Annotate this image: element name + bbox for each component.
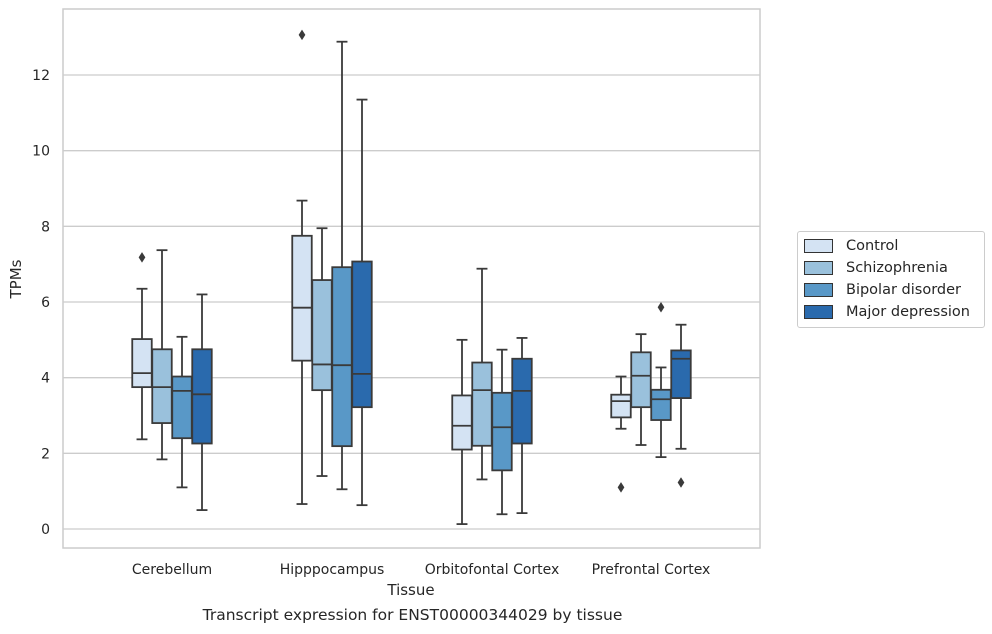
x-tick-label: Cerebellum: [132, 562, 212, 578]
box-iqr: [491, 391, 513, 472]
legend-item-bipolar-disorder: Bipolar disorder: [804, 280, 961, 300]
x-axis-label: Tissue: [386, 581, 434, 599]
x-tick-label: Prefrontal Cortex: [592, 562, 711, 578]
box-series: [131, 29, 692, 525]
legend-label-schizophrenia: Schizophrenia: [846, 260, 948, 276]
box-iqr: [511, 357, 533, 445]
y-tick-label: 2: [41, 446, 50, 462]
box-iqr: [650, 388, 672, 421]
y-axis-label: TPMs: [7, 259, 25, 299]
y-tick-label: 4: [41, 371, 50, 387]
y-tick-labels: 0 2 4 6 8 10 12: [32, 68, 50, 538]
legend-label-control: Control: [846, 238, 899, 254]
series-major-depression: [191, 98, 692, 515]
plot-frame: [62, 8, 761, 549]
box-iqr: [171, 375, 193, 440]
x-tick-labels: Cerebellum Hipppocampus Orbitofontal Corte…: [132, 562, 710, 578]
box-iqr: [670, 349, 692, 399]
legend-item-control: Control: [804, 236, 898, 256]
legend-swatch-major-depression: [804, 305, 833, 319]
outlier-point: [677, 477, 685, 488]
box-iqr: [291, 234, 313, 362]
series-bipolar-disorder: [171, 40, 672, 516]
outlier-point: [138, 252, 146, 263]
legend-label-major-depression: Major depression: [846, 304, 970, 320]
legend-item-schizophrenia: Schizophrenia: [804, 258, 948, 278]
y-tick-label: 8: [41, 219, 50, 235]
box-iqr: [151, 348, 173, 424]
outlier-point: [657, 302, 665, 313]
y-tick-label: 10: [32, 144, 50, 160]
legend: Control Schizophrenia Bipolar disorder M…: [797, 231, 985, 328]
box-iqr: [131, 338, 153, 389]
box-iqr: [451, 394, 473, 451]
grid-lines: [63, 74, 760, 530]
legend-swatch-schizophrenia: [804, 261, 833, 275]
y-tick-label: 12: [32, 68, 50, 84]
box-iqr: [630, 351, 652, 409]
box-iqr: [331, 266, 353, 448]
outlier-point: [298, 29, 306, 41]
x-tick-label: Orbitofontal Cortex: [425, 562, 560, 578]
legend-item-major-depression: Major depression: [804, 302, 970, 322]
x-tick-label: Hipppocampus: [280, 562, 385, 578]
y-tick-label: 0: [41, 522, 50, 538]
legend-swatch-control: [804, 239, 833, 253]
y-tick-label: 6: [41, 295, 50, 311]
box-iqr: [191, 348, 213, 445]
box-iqr: [471, 361, 493, 447]
chart-caption: Transcript expression for ENST0000034402…: [202, 606, 623, 624]
legend-label-bipolar-disorder: Bipolar disorder: [846, 282, 961, 298]
outlier-point: [617, 482, 625, 493]
legend-swatch-bipolar-disorder: [804, 283, 833, 297]
box-iqr: [610, 393, 632, 419]
box-iqr: [311, 279, 333, 392]
box-iqr: [351, 260, 373, 409]
series-control: [131, 29, 632, 525]
series-schizophrenia: [151, 227, 652, 481]
